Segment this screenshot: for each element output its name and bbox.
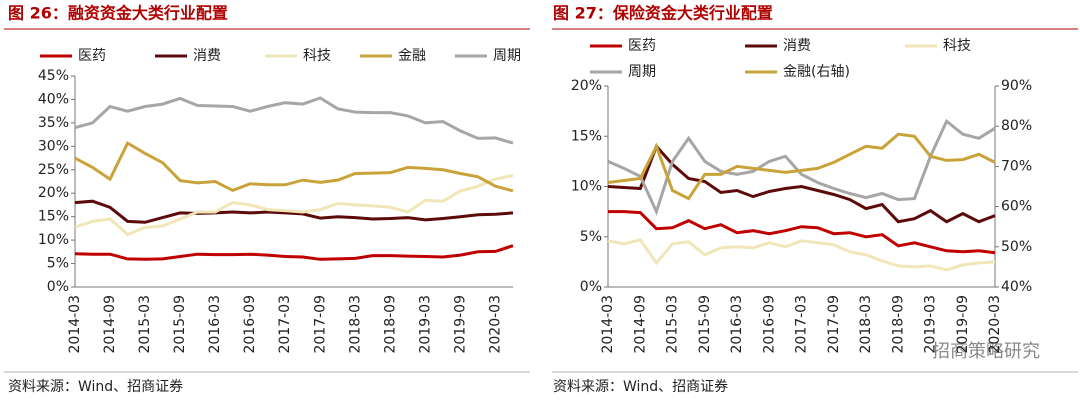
source: 资料来源：Wind、招商证券 (8, 379, 183, 395)
y-tick-label: 0% (580, 279, 602, 295)
series-line (74, 173, 514, 237)
x-tick-label: 2019-03 (417, 295, 433, 354)
y-tick-label: 15% (571, 128, 602, 144)
y-tick-label: 30% (38, 138, 69, 154)
x-tick-label: 2017-03 (794, 295, 810, 354)
x-tick-label: 2020-03 (487, 295, 503, 354)
x-tick-label: 2015-03 (665, 295, 681, 354)
chart-title: 图 27：保险资金大类行业配置 (553, 4, 773, 23)
y-tick-label: 0% (47, 279, 69, 295)
x-tick-label: 2016-03 (729, 295, 745, 354)
y2-tick-label: 70% (1001, 158, 1032, 174)
legend-label: 科技 (943, 38, 971, 54)
series-line (607, 132, 996, 201)
y-tick-label: 15% (38, 209, 69, 225)
series-line (607, 118, 996, 216)
y-tick-label: 5% (580, 229, 602, 245)
y2-tick-label: 60% (1001, 199, 1032, 215)
source: 资料来源：Wind、招商证券 (553, 379, 728, 395)
y-tick-label: 5% (47, 256, 69, 272)
y2-tick-label: 80% (1001, 118, 1032, 134)
y-tick-label: 35% (38, 115, 69, 131)
y-tick-label: 10% (571, 179, 602, 195)
x-tick-label: 2014-09 (102, 295, 118, 354)
y-tick-label: 25% (38, 162, 69, 178)
series-line (74, 199, 514, 224)
x-tick-label: 2018-09 (382, 295, 398, 354)
x-tick-label: 2019-09 (955, 295, 971, 354)
x-tick-label: 2019-09 (452, 295, 468, 354)
y-tick-label: 45% (38, 68, 69, 84)
x-tick-label: 2018-03 (347, 295, 363, 354)
x-tick-label: 2018-03 (858, 295, 874, 354)
series-line (74, 244, 514, 261)
y-tick-label: 20% (571, 78, 602, 94)
series-line (74, 96, 514, 145)
x-tick-label: 2014-03 (67, 295, 83, 354)
series-line (74, 140, 514, 193)
x-tick-label: 2016-09 (242, 295, 258, 354)
x-tick-label: 2019-03 (923, 295, 939, 354)
x-tick-label: 2014-09 (632, 295, 648, 354)
x-tick-label: 2018-09 (890, 295, 906, 354)
y-tick-label: 10% (38, 232, 69, 248)
series-line (608, 210, 996, 255)
legend-label: 消费 (193, 48, 221, 64)
legend-label: 金融(右轴) (783, 64, 850, 80)
y-tick-label: 40% (38, 91, 69, 107)
legend-label: 周期 (493, 48, 521, 64)
y2-tick-label: 90% (1001, 78, 1032, 94)
series-line (607, 238, 996, 272)
x-tick-label: 2014-03 (600, 295, 616, 354)
x-tick-label: 2015-09 (697, 295, 713, 354)
x-tick-label: 2016-03 (207, 295, 223, 354)
x-tick-label: 2020-03 (987, 295, 1003, 354)
y2-tick-label: 50% (1001, 239, 1032, 255)
y-tick-label: 20% (38, 185, 69, 201)
legend-label: 科技 (303, 48, 331, 64)
legend-label: 医药 (628, 38, 656, 54)
x-tick-label: 2017-09 (826, 295, 842, 354)
x-tick-label: 2015-03 (137, 295, 153, 354)
x-tick-label: 2016-09 (761, 295, 777, 354)
legend-label: 消费 (783, 38, 811, 54)
x-tick-label: 2015-09 (172, 295, 188, 354)
x-tick-label: 2017-03 (277, 295, 293, 354)
legend-label: 金融 (398, 48, 426, 64)
watermark: 招商策略研究 (932, 341, 1040, 362)
y2-tick-label: 40% (1001, 279, 1032, 295)
chart-title: 图 26：融资资金大类行业配置 (8, 4, 228, 23)
legend-label: 医药 (78, 48, 106, 64)
legend-label: 周期 (628, 64, 656, 80)
x-tick-label: 2017-09 (312, 295, 328, 354)
